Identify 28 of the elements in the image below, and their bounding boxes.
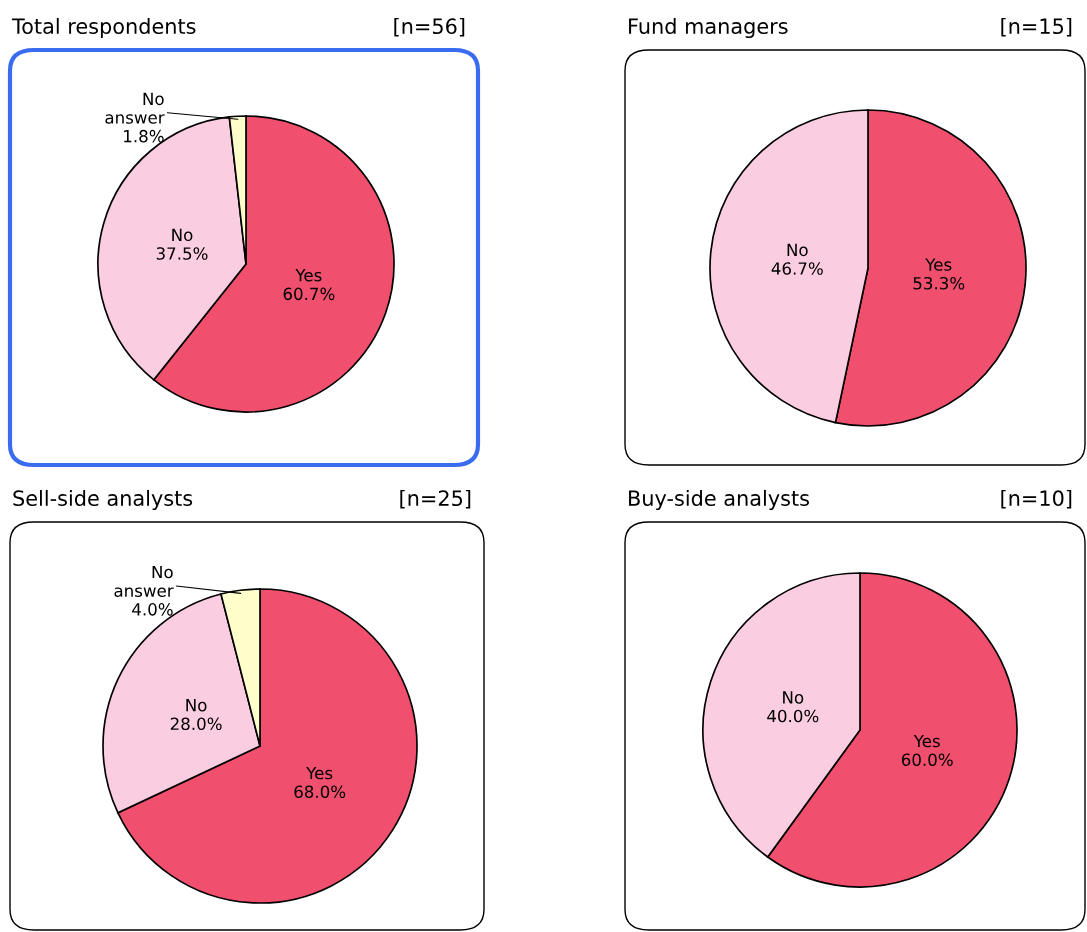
data-label: 1.8% bbox=[124, 129, 164, 143]
data-label: 60.0% bbox=[901, 753, 953, 766]
chart-subtitle: [n=15] bbox=[1001, 17, 1072, 37]
chart-title: Sell-side analysts bbox=[13, 489, 193, 511]
data-label: 68.0% bbox=[294, 785, 346, 799]
data-label: 53.3% bbox=[913, 276, 965, 290]
slice-label: No bbox=[172, 228, 193, 242]
slice-label: Yes bbox=[306, 766, 333, 780]
slice-label: No bbox=[783, 691, 804, 704]
slice-label: No answer bbox=[114, 565, 174, 597]
data-label: 37.5% bbox=[156, 247, 208, 260]
slice-label: No bbox=[186, 699, 207, 712]
chart-subtitle: [n=56] bbox=[394, 17, 465, 37]
data-label: 40.0% bbox=[767, 709, 819, 723]
slice-label: No bbox=[787, 243, 808, 257]
chart-subtitle: [n=25] bbox=[400, 489, 471, 509]
slice-label: No answer bbox=[105, 92, 165, 124]
slice-label: Yes bbox=[925, 258, 952, 271]
data-label: 28.0% bbox=[170, 717, 222, 731]
chart-subtitle: [n=10] bbox=[1001, 489, 1072, 509]
chart-title: Buy-side analysts bbox=[629, 489, 809, 511]
chart-title: Total respondents bbox=[11, 17, 196, 39]
data-label: 60.7% bbox=[283, 287, 335, 301]
slice-label: Yes bbox=[913, 734, 940, 748]
data-label: 46.7% bbox=[771, 262, 823, 275]
data-label: 4.0% bbox=[132, 603, 173, 616]
slice-label: Yes bbox=[295, 269, 322, 282]
chart-title: Fund managers bbox=[629, 17, 788, 39]
